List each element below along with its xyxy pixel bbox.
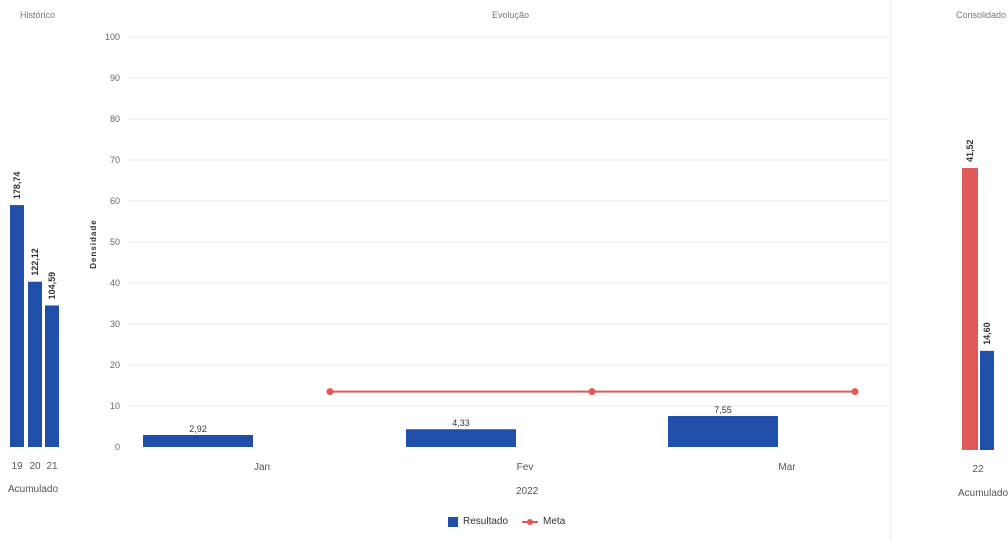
legend-resultado-label: Resultado [463,516,509,527]
historico-bar [10,205,24,447]
legend-meta-label: Meta [543,516,566,527]
y-tick-label: 90 [110,73,120,83]
y-tick-label: 80 [110,114,120,124]
legend-item-resultado[interactable]: Resultado [448,516,508,527]
meta-point [326,388,334,396]
y-axis-label: Densidade [89,219,98,268]
evolucao-xlabel: 2022 [516,486,539,497]
historico-bar [45,305,59,447]
panel-divider [890,0,891,540]
historico-chart: 178,74 19 122,12 20 104,59 21 [10,172,59,472]
x-tick-label: Fev [517,462,534,473]
historico-value-label: 178,74 [12,172,22,200]
left-panel-title: Histórico [20,10,56,20]
consolidado-chart: 41,52 14,60 22 [962,139,994,475]
historico-x-tick: 21 [46,461,58,472]
consolidado-resultado-bar [980,350,994,450]
historico-value-label: 104,59 [47,272,57,300]
legend-item-meta[interactable]: Meta [522,516,565,527]
y-tick-label: 30 [110,319,120,329]
x-tick-label: Mar [778,462,796,473]
resultado-swatch-icon [448,516,458,527]
meta-point [588,388,596,396]
right-panel-title: Consolidado [956,10,1007,20]
y-tick-label: 70 [110,155,120,165]
y-tick-label: 50 [110,237,120,247]
resultado-bar [143,435,253,447]
historico-footer: Acumulado [8,484,59,495]
historico-x-tick: 20 [29,461,41,472]
y-tick-label: 100 [105,32,120,42]
y-tick-label: 20 [110,360,120,370]
consolidado-meta-bar [962,168,978,450]
historico-value-label: 122,12 [30,248,40,276]
consolidado-value-label: 41,52 [965,139,975,162]
center-panel-title: Evolução [492,10,530,20]
resultado-bar [406,429,516,447]
consolidado-value-label: 14,60 [982,322,992,345]
y-tick-label: 0 [115,442,120,452]
y-tick-label: 10 [110,401,120,411]
meta-line-icon [522,517,539,527]
meta-point [851,388,859,396]
resultado-value-label: 4,33 [452,418,470,428]
resultado-bar [668,416,778,447]
evolucao-chart: 0 10 20 30 40 50 60 70 80 90 100 Densidade 2,92 Jan 4,… [89,32,888,473]
y-tick-label: 40 [110,278,120,288]
consolidado-x-tick: 22 [972,464,984,475]
resultado-value-label: 2,92 [189,424,207,434]
chart-legend: Resultado Meta [448,516,565,527]
historico-x-tick: 19 [11,461,23,472]
resultado-value-label: 7,55 [714,405,732,415]
historico-bar [28,281,42,447]
x-tick-label: Jan [254,462,270,473]
consolidado-footer: Acumulado [958,488,1008,499]
y-tick-label: 60 [110,196,120,206]
